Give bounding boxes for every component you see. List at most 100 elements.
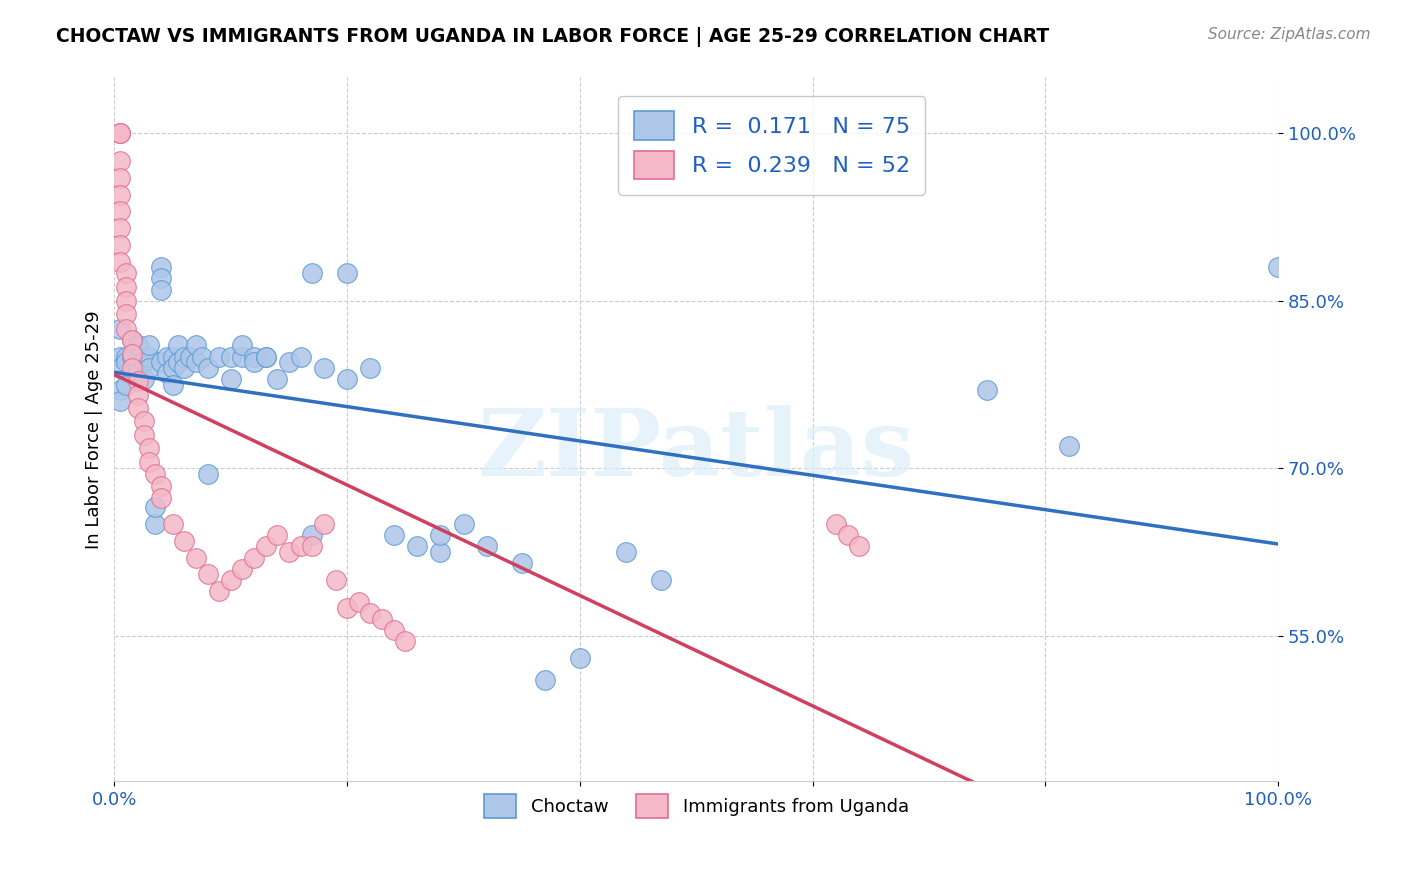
- Point: [219, 573, 242, 587]
- Point: [110, 221, 132, 235]
- Point: [382, 624, 405, 638]
- Point: [184, 550, 207, 565]
- Point: [1267, 260, 1289, 275]
- Y-axis label: In Labor Force | Age 25-29: In Labor Force | Age 25-29: [86, 310, 103, 549]
- Point: [149, 260, 172, 275]
- Point: [121, 350, 143, 364]
- Point: [115, 355, 138, 369]
- Point: [121, 333, 143, 347]
- Point: [110, 360, 132, 375]
- Point: [336, 600, 359, 615]
- Point: [278, 355, 301, 369]
- Point: [976, 383, 998, 397]
- Text: CHOCTAW VS IMMIGRANTS FROM UGANDA IN LABOR FORCE | AGE 25-29 CORRELATION CHART: CHOCTAW VS IMMIGRANTS FROM UGANDA IN LAB…: [56, 27, 1049, 46]
- Point: [243, 350, 266, 364]
- Point: [110, 238, 132, 252]
- Point: [115, 266, 138, 280]
- Point: [173, 360, 195, 375]
- Point: [301, 266, 323, 280]
- Point: [110, 187, 132, 202]
- Point: [115, 350, 138, 364]
- Point: [115, 280, 138, 294]
- Point: [167, 355, 190, 369]
- Point: [208, 350, 231, 364]
- Point: [312, 517, 335, 532]
- Point: [127, 387, 149, 401]
- Point: [266, 372, 288, 386]
- Point: [243, 550, 266, 565]
- Point: [254, 540, 277, 554]
- Point: [143, 517, 166, 532]
- Point: [231, 562, 253, 576]
- Point: [138, 441, 160, 455]
- Point: [132, 355, 155, 369]
- Point: [510, 556, 533, 570]
- Point: [453, 517, 475, 532]
- Point: [336, 372, 359, 386]
- Point: [278, 545, 301, 559]
- Point: [143, 500, 166, 515]
- Point: [429, 528, 451, 542]
- Point: [290, 540, 312, 554]
- Point: [110, 154, 132, 169]
- Point: [336, 266, 359, 280]
- Point: [156, 350, 179, 364]
- Point: [149, 479, 172, 493]
- Point: [197, 567, 219, 582]
- Point: [197, 360, 219, 375]
- Point: [406, 540, 429, 554]
- Point: [231, 338, 253, 352]
- Point: [301, 528, 323, 542]
- Point: [138, 338, 160, 352]
- Point: [110, 170, 132, 185]
- Point: [184, 355, 207, 369]
- Point: [382, 528, 405, 542]
- Point: [127, 401, 149, 415]
- Point: [429, 545, 451, 559]
- Point: [138, 360, 160, 375]
- Point: [115, 293, 138, 308]
- Point: [848, 540, 870, 554]
- Point: [359, 360, 381, 375]
- Point: [127, 367, 149, 381]
- Point: [127, 360, 149, 375]
- Text: Source: ZipAtlas.com: Source: ZipAtlas.com: [1208, 27, 1371, 42]
- Point: [825, 517, 848, 532]
- Point: [110, 126, 132, 140]
- Point: [173, 350, 195, 364]
- Point: [149, 355, 172, 369]
- Point: [162, 350, 184, 364]
- Point: [149, 283, 172, 297]
- Legend: Choctaw, Immigrants from Uganda: Choctaw, Immigrants from Uganda: [477, 787, 915, 825]
- Point: [219, 372, 242, 386]
- Point: [110, 126, 132, 140]
- Point: [359, 607, 381, 621]
- Point: [167, 338, 190, 352]
- Point: [162, 377, 184, 392]
- Point: [110, 204, 132, 219]
- Point: [132, 414, 155, 428]
- Point: [371, 612, 394, 626]
- Point: [115, 322, 138, 336]
- Point: [290, 350, 312, 364]
- Point: [162, 360, 184, 375]
- Point: [110, 254, 132, 268]
- Point: [325, 573, 347, 587]
- Point: [173, 533, 195, 548]
- Point: [534, 673, 557, 688]
- Point: [184, 338, 207, 352]
- Point: [179, 350, 201, 364]
- Point: [110, 383, 132, 397]
- Point: [127, 374, 149, 388]
- Point: [138, 454, 160, 468]
- Point: [243, 355, 266, 369]
- Point: [616, 545, 638, 559]
- Point: [312, 360, 335, 375]
- Point: [132, 372, 155, 386]
- Point: [132, 427, 155, 442]
- Point: [110, 322, 132, 336]
- Point: [266, 528, 288, 542]
- Point: [1057, 439, 1080, 453]
- Point: [254, 350, 277, 364]
- Point: [231, 350, 253, 364]
